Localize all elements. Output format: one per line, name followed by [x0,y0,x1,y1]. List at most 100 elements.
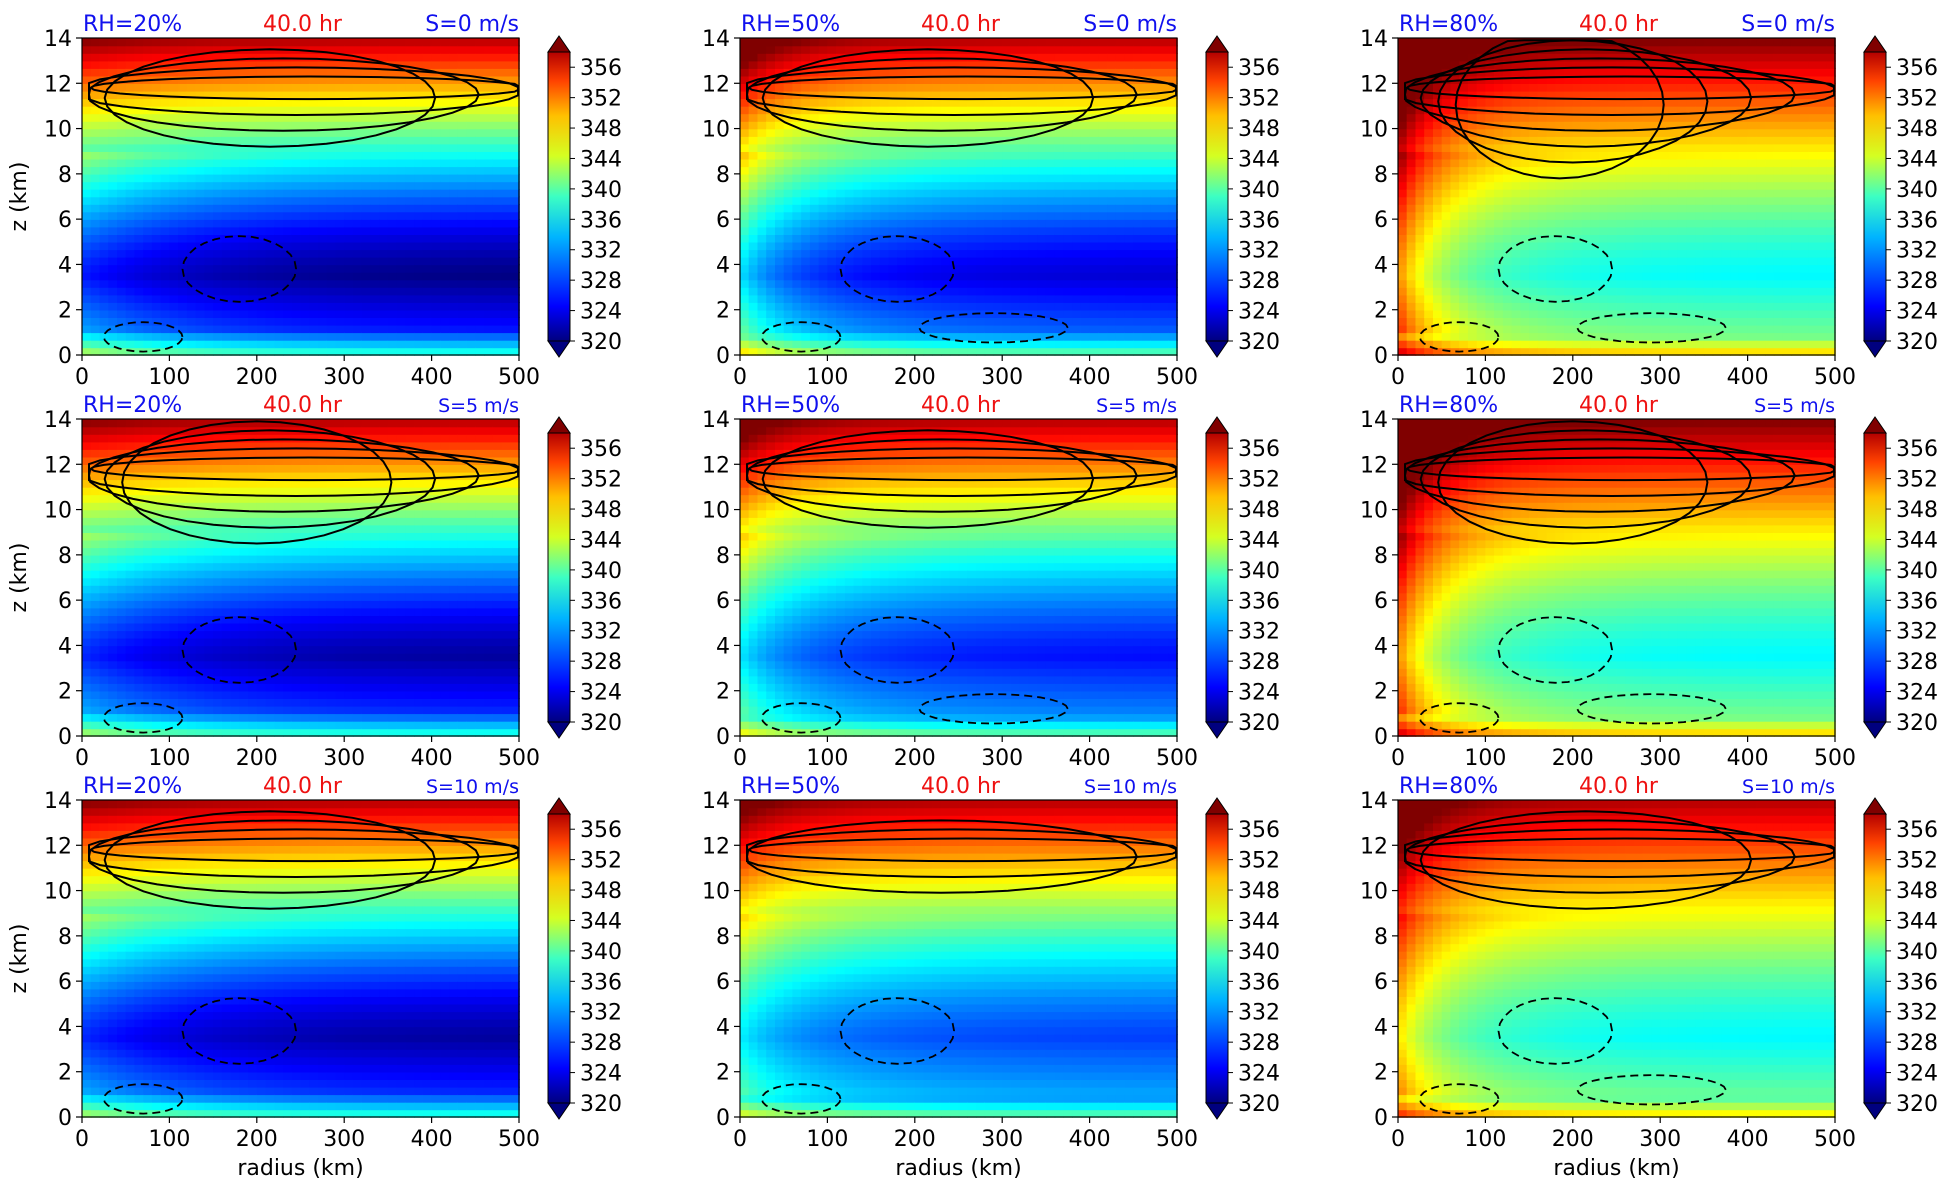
field-cell [231,98,241,106]
field-cell [854,204,864,212]
field-cell [336,166,346,174]
field-cell [108,53,118,61]
field-cell [126,181,136,189]
field-cell [976,249,986,257]
field-cell [309,249,319,257]
field-cell [994,181,1004,189]
field-cell [213,166,223,174]
field-cell [222,174,232,182]
field-cell [502,272,512,280]
field-cell [740,272,750,280]
field-cell [318,106,328,114]
field-cell [924,310,934,318]
field-cell [222,212,232,220]
field-cell [414,287,424,295]
field-cell [749,249,759,257]
field-cell [1011,181,1021,189]
field-cell [292,159,302,167]
field-cell [266,136,276,144]
field-cell [353,234,363,242]
field-cell [475,114,485,122]
field-cell [897,242,907,250]
field-cell [405,106,415,114]
field-cell [231,166,241,174]
field-cell [318,340,328,348]
field-cell [897,264,907,272]
field-cell [906,332,916,340]
field-cell [1002,68,1012,76]
field-cell [100,242,110,250]
field-cell [108,166,118,174]
field-cell [467,332,477,340]
field-cell [414,257,424,265]
field-cell [336,325,346,333]
field-cell [784,197,794,205]
field-cell [82,166,92,174]
field-cell [91,280,101,288]
field-cell [178,234,188,242]
field-cell [827,114,837,122]
field-cell [257,151,267,159]
field-cell [126,53,136,61]
field-cell [502,212,512,220]
field-cell [231,325,241,333]
field-cell [510,98,520,106]
field-cell [819,174,829,182]
field-cell [924,204,934,212]
field-cell [959,280,969,288]
field-cell [801,227,811,235]
field-cell [862,98,872,106]
field-cell [749,166,759,174]
field-cell [985,121,995,129]
field-cell [941,166,951,174]
field-cell [484,83,494,91]
field-cell [91,332,101,340]
field-cell [1011,257,1021,265]
field-cell [257,174,267,182]
field-cell [100,280,110,288]
field-cell [740,68,750,76]
field-cell [758,46,768,54]
field-cell [204,212,214,220]
field-cell [758,287,768,295]
field-cell [1002,38,1012,46]
field-cell [976,219,986,227]
field-cell [309,151,319,159]
field-cell [108,317,118,325]
field-cell [758,234,768,242]
field-cell [871,340,881,348]
field-cell [336,189,346,197]
field-cell [740,46,750,54]
field-cell [467,302,477,310]
field-cell [836,249,846,257]
field-cell [862,234,872,242]
field-cell [432,219,442,227]
field-cell [301,83,311,91]
field-cell [510,302,520,310]
field-cell [440,98,450,106]
field-cell [467,38,477,46]
field-cell [484,166,494,174]
field-cell [248,83,258,91]
field-cell [318,264,328,272]
field-cell [344,280,354,288]
field-cell [257,136,267,144]
field-cell [941,219,951,227]
field-cell [309,287,319,295]
field-cell [318,325,328,333]
field-cell [257,310,267,318]
field-cell [362,181,372,189]
field-cell [889,242,899,250]
field-cell [134,204,144,212]
field-cell [257,204,267,212]
field-cell [449,114,459,122]
field-cell [126,98,136,106]
field-cell [941,189,951,197]
field-cell [239,181,249,189]
field-cell [152,144,162,152]
field-cell [493,136,503,144]
field-cell [792,219,802,227]
field-cell [91,340,101,348]
field-cell [362,287,372,295]
field-cell [100,181,110,189]
